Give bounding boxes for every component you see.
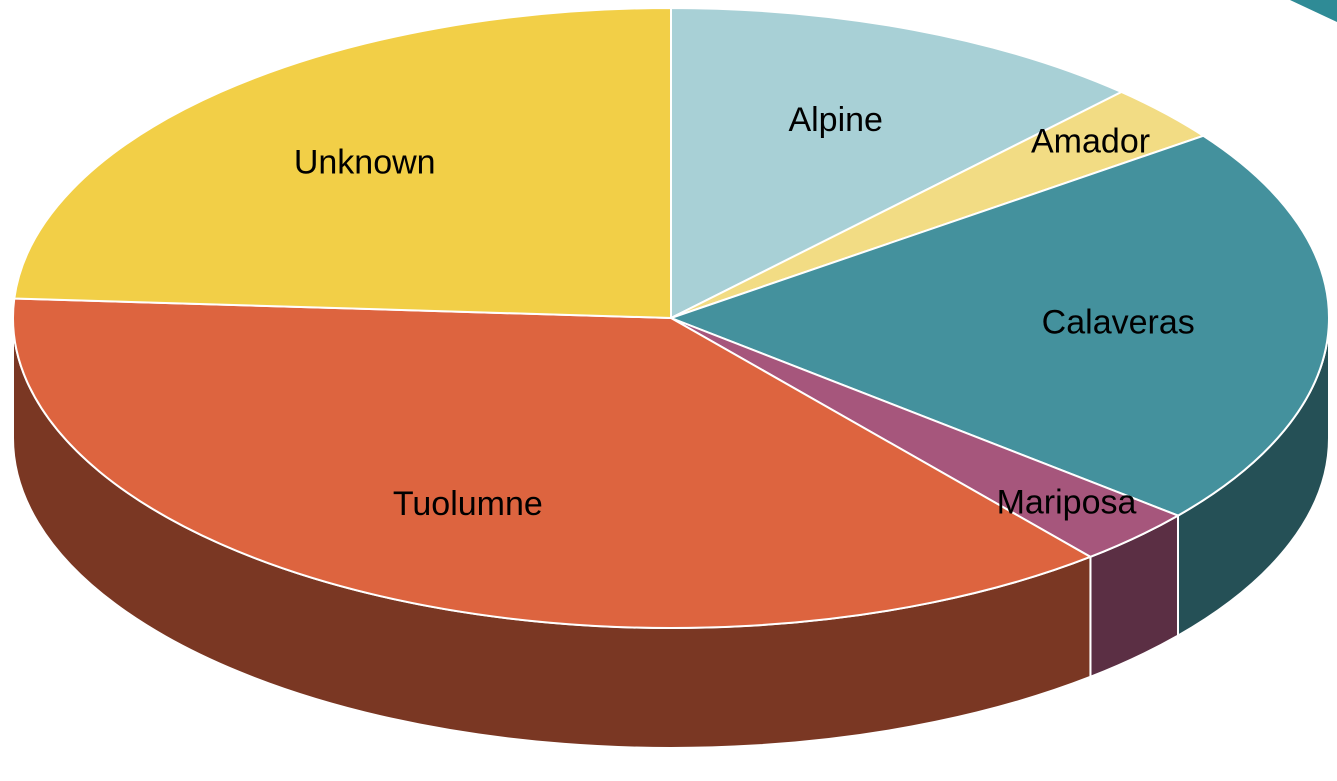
slice	[13, 6, 672, 320]
slice	[12, 297, 1093, 629]
slice	[670, 6, 1124, 320]
slice-label: Unknown	[294, 143, 436, 181]
slice-label: Tuolumne	[393, 485, 543, 523]
corner-decoration	[1290, 0, 1337, 22]
slice-label: Mariposa	[997, 483, 1137, 521]
slice-label: Amador	[1031, 123, 1150, 161]
slice	[668, 134, 1330, 517]
slice-label: Alpine	[788, 101, 883, 139]
slice-label: Calaveras	[1042, 304, 1195, 342]
